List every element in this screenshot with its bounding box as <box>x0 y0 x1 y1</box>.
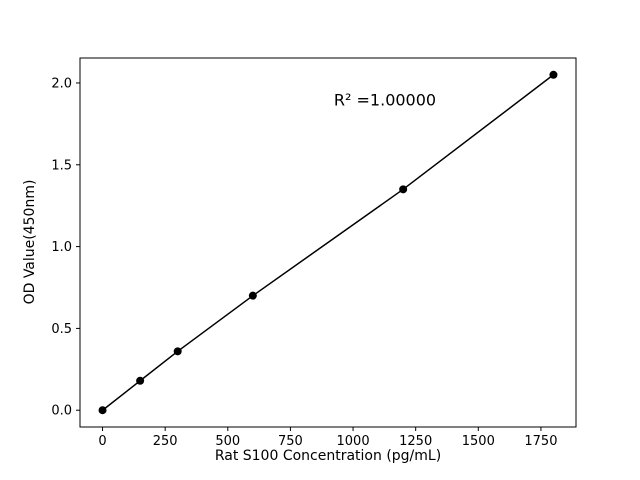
data-point <box>173 347 182 356</box>
data-point <box>98 406 107 415</box>
data-point <box>248 291 257 300</box>
y-axis-label: OD Value(450nm) <box>22 179 38 305</box>
x-tick-label: 1250 <box>399 434 432 449</box>
x-tick-label: 1000 <box>337 434 370 449</box>
y-tick-label: 0.0 <box>51 404 72 419</box>
data-point <box>549 70 558 79</box>
x-tick-label: 0 <box>98 434 106 449</box>
x-tick-label: 1750 <box>524 434 557 449</box>
r-squared-annotation: R² =1.00000 <box>333 90 437 110</box>
x-axis-label: Rat S100 Concentration (pg/mL) <box>214 448 442 464</box>
x-tick-label: 1500 <box>462 434 495 449</box>
y-tick-label: 1.0 <box>51 240 72 255</box>
x-tick-label: 750 <box>278 434 303 449</box>
data-point <box>399 185 408 194</box>
data-point <box>136 376 145 385</box>
y-tick-label: 1.5 <box>51 158 72 173</box>
x-tick-label: 500 <box>215 434 240 449</box>
x-tick-label: 250 <box>153 434 178 449</box>
axes-frame <box>79 57 577 428</box>
y-tick-label: 2.0 <box>51 76 72 91</box>
y-tick-label: 0.5 <box>51 322 72 337</box>
fit-line <box>102 74 554 411</box>
